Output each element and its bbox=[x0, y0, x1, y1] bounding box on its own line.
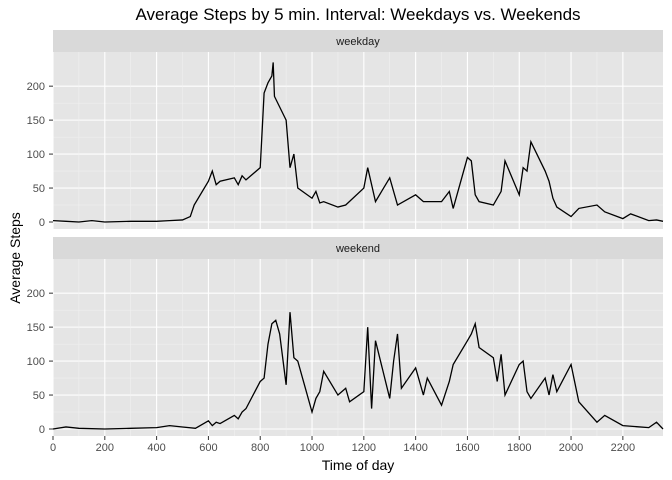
x-tick-label: 2200 bbox=[611, 442, 635, 454]
x-tick-label: 600 bbox=[199, 442, 217, 454]
x-tick-label: 400 bbox=[147, 442, 165, 454]
y-tick-label: 50 bbox=[33, 390, 45, 402]
strip-label-weekday: weekday bbox=[335, 36, 380, 48]
gridlines-weekend bbox=[52, 259, 663, 436]
series-line-weekday bbox=[52, 62, 664, 223]
panel-weekend bbox=[53, 259, 663, 436]
y-tick-labels-weekend: 0 50 100 150 200 bbox=[27, 288, 53, 436]
x-tick-label: 0 bbox=[50, 442, 56, 454]
y-tick-label: 100 bbox=[27, 356, 45, 368]
x-tick-label: 2000 bbox=[559, 442, 583, 454]
strip-weekend bbox=[53, 237, 663, 259]
x-tick-labels: 0 200 400 600 800 1000 1200 1400 1600 1800 2000 220… bbox=[50, 436, 635, 454]
gridlines-weekday bbox=[52, 52, 663, 229]
y-tick-label: 50 bbox=[33, 183, 45, 195]
y-axis-title: Average Steps bbox=[7, 212, 23, 304]
x-tick-label: 1200 bbox=[352, 442, 376, 454]
y-tick-label: 100 bbox=[27, 149, 45, 161]
y-tick-label: 200 bbox=[27, 81, 45, 93]
y-tick-label: 150 bbox=[27, 115, 45, 127]
x-tick-label: 1000 bbox=[300, 442, 324, 454]
x-tick-label: 1800 bbox=[507, 442, 531, 454]
x-axis-title: Time of day bbox=[322, 457, 395, 473]
panel-weekday bbox=[53, 52, 663, 229]
y-tick-label: 200 bbox=[27, 288, 45, 300]
y-tick-labels-weekday: 0 50 100 150 200 bbox=[27, 81, 53, 229]
strip-label-weekend: weekend bbox=[335, 243, 380, 255]
strip-weekday bbox=[53, 30, 663, 52]
x-tick-label: 1600 bbox=[455, 442, 479, 454]
x-tick-label: 200 bbox=[96, 442, 114, 454]
series-line-weekend bbox=[52, 312, 664, 430]
x-tick-label: 1400 bbox=[403, 442, 427, 454]
x-tick-label: 800 bbox=[251, 442, 269, 454]
y-tick-label: 150 bbox=[27, 322, 45, 334]
y-tick-label: 0 bbox=[39, 217, 45, 229]
y-tick-label: 0 bbox=[39, 424, 45, 436]
chart-title: Average Steps by 5 min. Interval: Weekda… bbox=[135, 5, 580, 24]
